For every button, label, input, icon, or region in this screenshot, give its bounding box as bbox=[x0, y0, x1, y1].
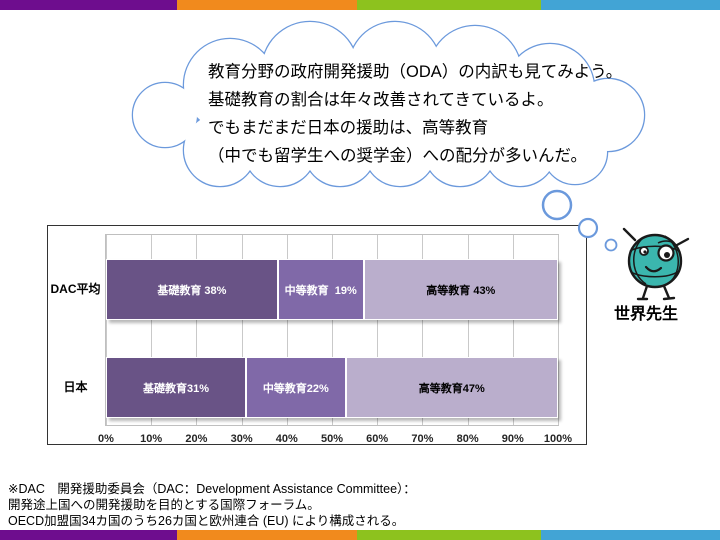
footnote: ※DAC 開発援助委員会（DAC：Development Assistance … bbox=[8, 481, 416, 529]
bar-segment-中等教育: 中等教育22% bbox=[246, 357, 346, 418]
x-tick-label-50%: 50% bbox=[320, 433, 344, 445]
bar-segment-高等教育: 高等教育 43% bbox=[363, 259, 558, 320]
stripe-segment-orange bbox=[177, 530, 357, 540]
stripe-segment-blue bbox=[541, 0, 720, 10]
bubble-line-2: 基礎教育の割合は年々改善されてきているよ。 bbox=[208, 91, 554, 109]
globe-left-leg bbox=[636, 284, 649, 301]
gridline-20 bbox=[196, 235, 198, 425]
stripe-segment-purple bbox=[0, 0, 177, 10]
globe-left-pupil bbox=[643, 250, 647, 254]
x-tick-label-0%: 0% bbox=[98, 433, 114, 445]
globe-left-eye bbox=[639, 246, 649, 256]
category-label-dac-average: DAC平均 bbox=[50, 282, 101, 296]
gridline-10 bbox=[151, 235, 153, 425]
globe-right-pupil bbox=[664, 252, 670, 258]
gridline-70 bbox=[422, 235, 424, 425]
gridline-60 bbox=[377, 235, 379, 425]
gridline-40 bbox=[286, 235, 288, 425]
globe-right-eye bbox=[657, 244, 675, 262]
x-tick-label-60%: 60% bbox=[366, 433, 389, 445]
stripe-segment-orange bbox=[177, 0, 357, 10]
thought-bubble-text: 教育分野の政府開発援助（ODA）の内訳も見てみよう。 基礎教育の割合は年々改善さ… bbox=[208, 58, 622, 170]
bar-segment-基礎教育: 基礎教育 38% bbox=[106, 259, 278, 320]
gridline-30 bbox=[241, 235, 243, 425]
gridline-50 bbox=[332, 235, 333, 425]
stripe-segment-green bbox=[357, 530, 541, 540]
gridline-80 bbox=[467, 235, 469, 425]
globe-meridian-right bbox=[664, 235, 679, 286]
stripe-segment-blue bbox=[541, 530, 720, 540]
plot-area: 基礎教育 38% 中等教育 19% 高等教育 43% 基礎教育31% 中等教育22% 高等… bbox=[98, 234, 572, 445]
globe-meridian-left bbox=[633, 236, 647, 285]
footnote-line-1: ※DAC 開発援助委員会（DAC：Development Assistance … bbox=[8, 482, 416, 496]
x-tick-label-100%: 100% bbox=[543, 433, 573, 445]
bubble-line-1: 教育分野の政府開発援助（ODA）の内訳も見てみよう。 bbox=[208, 63, 623, 81]
x-tick-label-30%: 30% bbox=[230, 433, 253, 445]
bubble-line-4: （中でも留学生への奨学金）への配分が多いんだ。 bbox=[208, 147, 588, 165]
globe-eyebrow bbox=[657, 240, 675, 244]
bar-row-日本: 基礎教育31% 中等教育22% 高等教育47% bbox=[106, 357, 558, 418]
character-name-label: 世界先生 bbox=[613, 306, 678, 323]
bar-segment-高等教育: 高等教育47% bbox=[345, 357, 558, 418]
gridline-100 bbox=[558, 235, 559, 425]
footnote-line-2: 開発途上国への開発援助を目的とする国際フォーラム。 bbox=[8, 498, 320, 512]
top-color-stripe bbox=[0, 0, 720, 10]
bar-segment-中等教育: 中等教育 19% bbox=[277, 259, 364, 320]
bottom-color-stripe bbox=[0, 530, 720, 540]
stripe-segment-purple bbox=[0, 530, 177, 540]
bar-segment-基礎教育: 基礎教育31% bbox=[106, 357, 247, 418]
x-tick-label-10%: 10% bbox=[140, 433, 163, 445]
globe-parallel-upper bbox=[629, 245, 681, 253]
bar-row-DAC平均: 基礎教育 38% 中等教育 19% 高等教育 43% bbox=[106, 259, 558, 320]
globe-right-arm bbox=[675, 237, 690, 247]
x-tick-label-40%: 40% bbox=[275, 433, 298, 445]
bubble-line-3: でもまだまだ日本の援助は、高等教育 bbox=[208, 119, 489, 137]
x-tick-label-20%: 20% bbox=[185, 433, 208, 445]
gridline-90 bbox=[512, 235, 514, 425]
oda-education-breakdown-chart: DAC平均 日本 基礎教育 38% 中等教育 19% 高等教育 43% 基礎教育31%… bbox=[47, 225, 587, 445]
globe-right-leg bbox=[662, 284, 676, 301]
x-tick-label-90%: 90% bbox=[501, 433, 524, 445]
stripe-segment-green bbox=[357, 0, 541, 10]
category-label-japan: 日本 bbox=[63, 380, 88, 394]
globe-body bbox=[627, 233, 683, 289]
globe-left-arm bbox=[622, 227, 637, 242]
gridline-0 bbox=[106, 235, 107, 425]
footnote-line-3: OECD加盟国34カ国のうち26カ国と欧州連合 (EU) により構成される。 bbox=[8, 514, 405, 528]
globe-parallel-lower bbox=[630, 270, 680, 278]
globe-mouth bbox=[644, 265, 663, 273]
x-tick-label-70%: 70% bbox=[411, 433, 434, 445]
x-tick-label-80%: 80% bbox=[456, 433, 479, 445]
globe-character bbox=[622, 227, 690, 301]
